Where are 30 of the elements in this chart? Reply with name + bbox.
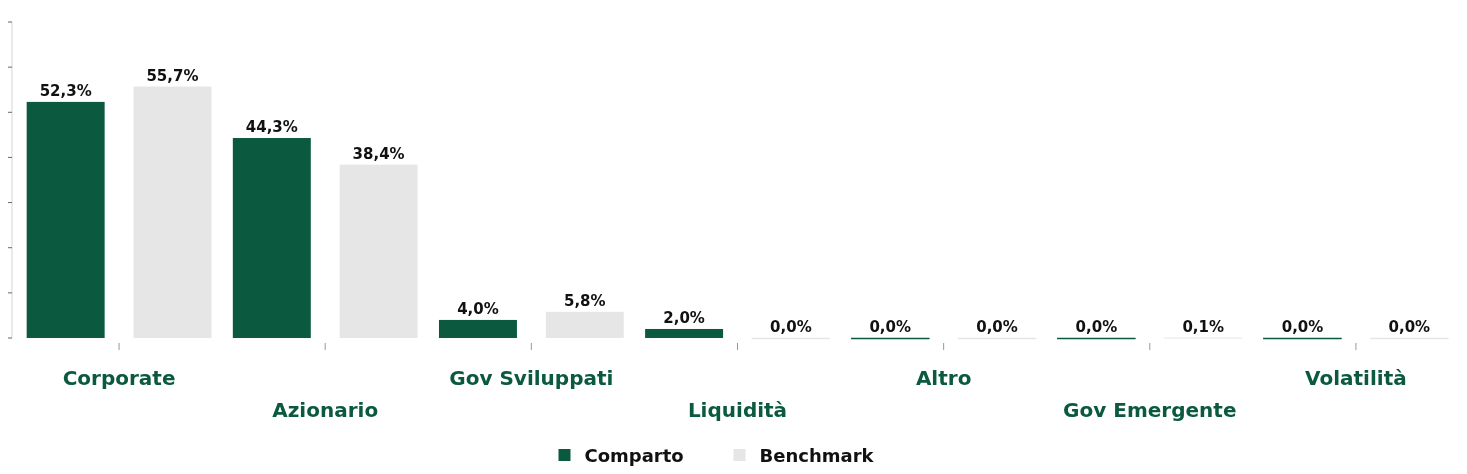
x-tick-label: Gov Emergente <box>1063 398 1237 422</box>
bar <box>133 86 212 338</box>
bar <box>545 311 624 338</box>
bar <box>438 319 517 338</box>
data-label: 2,0% <box>663 308 705 327</box>
data-label: 0,0% <box>1281 318 1324 336</box>
data-label: 4,0% <box>457 299 499 318</box>
data-label: 0,0% <box>770 318 812 336</box>
bar <box>645 328 724 338</box>
legend-label: Benchmark <box>759 445 875 466</box>
data-label: 0,0% <box>869 318 912 336</box>
legend-label: Comparto <box>584 445 684 466</box>
data-label: 55,7% <box>146 66 199 85</box>
data-label: 5,8% <box>563 291 606 310</box>
x-tick-label: Corporate <box>62 366 176 390</box>
data-label: 0,1% <box>1182 317 1224 336</box>
data-label: 0,0% <box>976 318 1018 336</box>
x-tick-label: Liquidità <box>687 398 788 422</box>
data-label: 38,4% <box>352 144 405 163</box>
bar <box>339 164 418 338</box>
bar <box>26 101 105 338</box>
x-tick-label: Gov Sviluppati <box>449 366 614 390</box>
x-tick-label: Volatilità <box>1305 366 1407 390</box>
x-tick-label: Azionario <box>272 398 379 422</box>
x-tick-label: Altro <box>915 366 972 390</box>
bar <box>232 138 311 338</box>
data-label: 0,0% <box>1388 318 1431 336</box>
data-label: 44,3% <box>245 118 298 137</box>
data-label: 0,0% <box>1075 318 1118 336</box>
data-label: 52,3% <box>39 81 92 100</box>
